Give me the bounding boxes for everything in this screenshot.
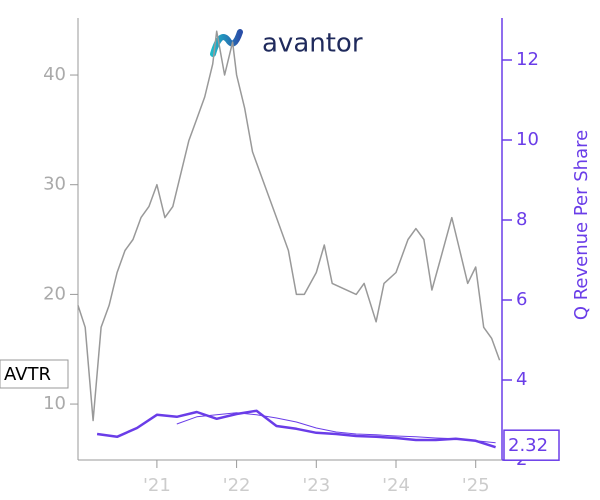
y2-axis-label: Q Revenue Per Share	[571, 130, 592, 320]
x-tick-label: '23	[302, 475, 330, 496]
y-tick-label: 40	[43, 64, 66, 85]
logo-icon	[210, 29, 243, 57]
x-tick-label: '21	[143, 475, 171, 496]
y-tick-label: 10	[43, 393, 66, 414]
y2-tick-label: 6	[516, 289, 527, 310]
series-line	[176, 412, 496, 444]
x-tick-label: '25	[462, 475, 490, 496]
y2-tick-label: 4	[516, 369, 527, 390]
logo: avantor	[210, 29, 363, 59]
series-line	[96, 409, 496, 449]
last-value-label: 2.32	[508, 435, 548, 456]
ticker-box	[0, 359, 69, 389]
last-value-box	[503, 429, 560, 461]
y-tick-label: 30	[43, 174, 66, 195]
y2-tick-label: 10	[516, 129, 539, 150]
series-line	[77, 30, 501, 422]
logo-text: avantor	[262, 29, 363, 59]
x-tick-label: '22	[223, 475, 251, 496]
y2-tick-label: 8	[516, 209, 527, 230]
y2-tick-label: 12	[516, 49, 539, 70]
x-tick-label: '24	[382, 475, 410, 496]
ticker-label: AVTR	[4, 364, 51, 385]
y-tick-label: 20	[43, 283, 66, 304]
